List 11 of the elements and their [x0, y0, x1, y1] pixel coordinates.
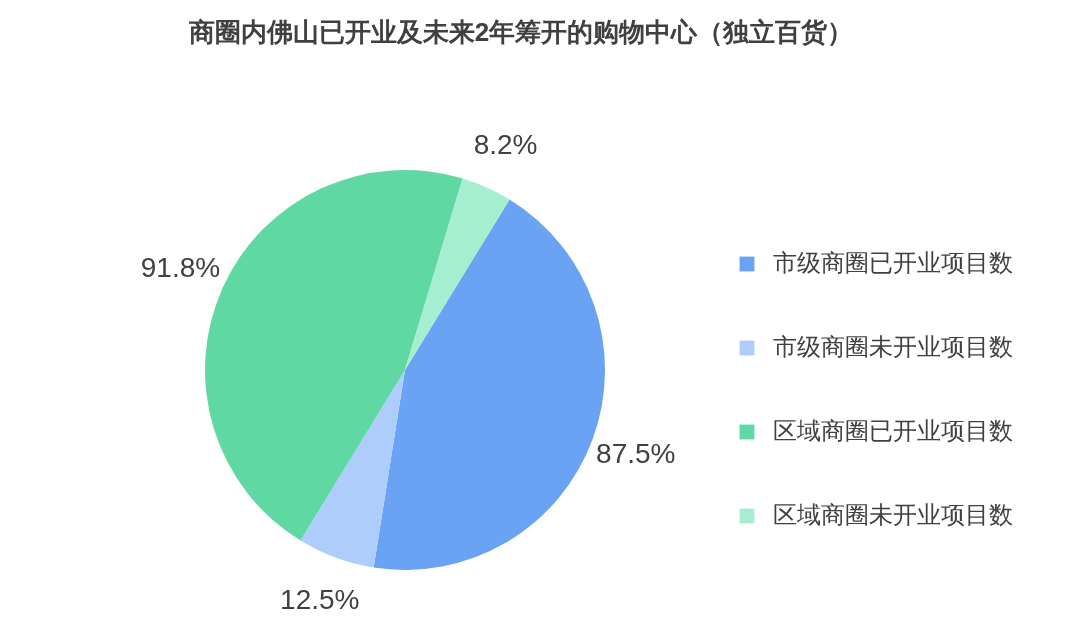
data-label: 91.8%: [140, 252, 221, 284]
legend-label: 区域商圈未开业项目数: [773, 501, 1013, 528]
data-label: 8.2%: [473, 128, 538, 160]
legend-label: 市级商圈已开业项目数: [773, 249, 1013, 276]
chart-title: 商圈内佛山已开业及未来2年筹开的购物中心（独立百货）: [187, 17, 854, 47]
data-label: 12.5%: [280, 583, 360, 615]
legend-label: 区域商圈已开业项目数: [773, 417, 1013, 444]
data-label: 87.5%: [596, 438, 676, 470]
pie-slice: [300, 370, 405, 568]
pie-slice: [405, 178, 510, 370]
legend-label: 市级商圈未开业项目数: [773, 333, 1013, 360]
